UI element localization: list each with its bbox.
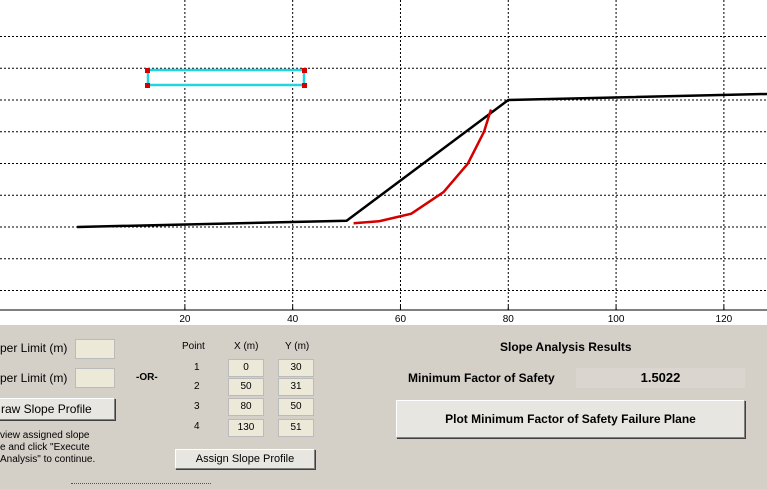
point-column-header: Point [182, 341, 205, 352]
slope-profile-line [77, 92, 767, 229]
upper-limit-label: per Limit (m) [0, 371, 68, 385]
grid-lines [0, 0, 767, 310]
upper-limit-input-1[interactable] [75, 339, 115, 359]
y-value-input[interactable]: 50 [278, 398, 314, 416]
min-fos-value: 1.5022 [576, 368, 745, 388]
x-value-input[interactable]: 0 [228, 359, 264, 377]
selection-box[interactable] [145, 68, 307, 88]
x-tick-label: 20 [179, 314, 191, 325]
y-value-input[interactable]: 51 [278, 419, 314, 437]
x-value-input[interactable]: 80 [228, 398, 264, 416]
min-fos-label: Minimum Factor of Safety [408, 371, 555, 385]
divider [71, 483, 211, 484]
failure-plane-curve [353, 109, 493, 225]
assign-slope-profile-button[interactable]: Assign Slope Profile [175, 449, 315, 469]
upper-limit-input-2[interactable] [75, 368, 115, 388]
controls-panel: per Limit (m) per Limit (m) -OR- raw Slo… [0, 325, 767, 489]
point-number: 1 [194, 362, 200, 373]
selection-rectangle[interactable] [146, 68, 306, 87]
resize-handle[interactable] [145, 83, 150, 88]
slope-plot: 20 40 60 80 100 120 [0, 0, 767, 325]
x-tick-label: 40 [287, 314, 299, 325]
x-tick-label: 80 [503, 314, 515, 325]
y-column-header: Y (m) [285, 341, 310, 352]
y-value-input[interactable]: 31 [278, 378, 314, 396]
point-number: 3 [194, 401, 200, 412]
resize-handle[interactable] [145, 68, 150, 73]
instruction-text: e and click "Execute [0, 442, 90, 453]
x-axis-ticks: 20 40 60 80 100 120 [179, 306, 733, 325]
resize-handle[interactable] [302, 83, 307, 88]
results-title: Slope Analysis Results [500, 340, 632, 354]
or-label: -OR- [136, 372, 158, 383]
upper-limit-label: per Limit (m) [0, 341, 68, 355]
x-column-header: X (m) [234, 341, 259, 352]
x-tick-label: 60 [395, 314, 407, 325]
x-tick-label: 120 [716, 314, 733, 325]
x-value-input[interactable]: 130 [228, 419, 264, 437]
instruction-text: view assigned slope [0, 430, 90, 441]
draw-slope-profile-button[interactable]: raw Slope Profile [0, 398, 115, 420]
point-number: 4 [194, 421, 200, 432]
x-value-input[interactable]: 50 [228, 378, 264, 396]
y-value-input[interactable]: 30 [278, 359, 314, 377]
resize-handle[interactable] [302, 68, 307, 73]
plot-failure-plane-button[interactable]: Plot Minimum Factor of Safety Failure Pl… [396, 400, 745, 438]
plot-panel: 20 40 60 80 100 120 [0, 0, 767, 325]
instruction-text: Analysis" to continue. [0, 454, 96, 465]
point-number: 2 [194, 381, 200, 392]
x-tick-label: 100 [608, 314, 625, 325]
